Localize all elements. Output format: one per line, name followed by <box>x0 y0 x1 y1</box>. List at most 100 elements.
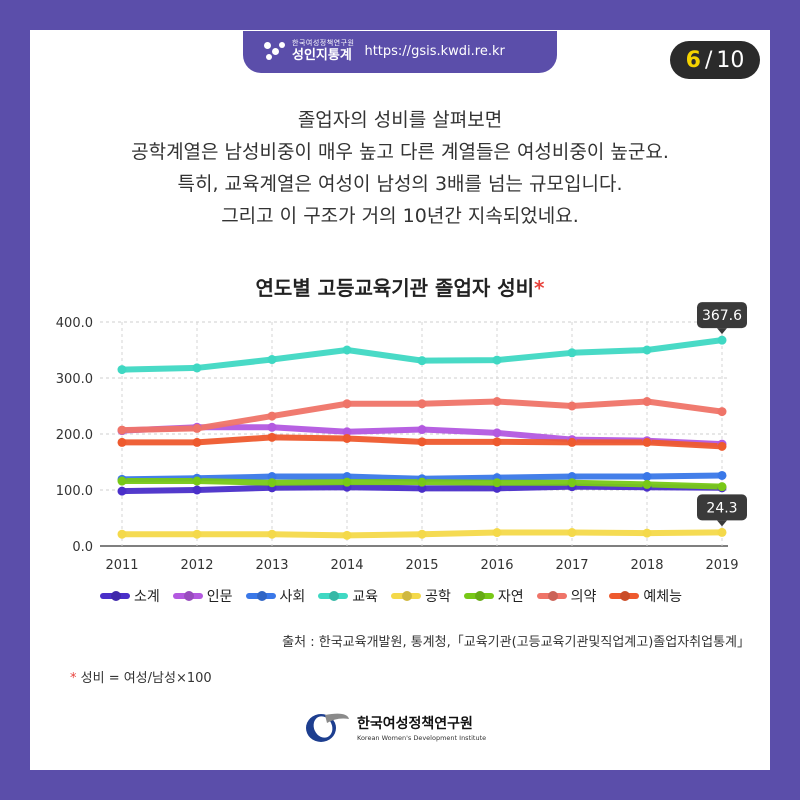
data-point <box>267 355 277 365</box>
data-point <box>492 437 502 447</box>
footnote-star: * <box>70 671 77 686</box>
data-point <box>417 477 427 487</box>
data-point <box>117 476 127 486</box>
data-point <box>117 437 127 447</box>
data-point <box>342 399 352 409</box>
page-current: 6 <box>685 47 701 73</box>
data-point <box>717 482 727 492</box>
legend-swatch <box>172 591 203 601</box>
data-point <box>342 433 352 443</box>
data-point <box>567 437 577 447</box>
legend-swatch <box>536 591 567 601</box>
y-tick-label: 100.0 <box>56 484 93 499</box>
data-point <box>492 355 502 365</box>
legend-label: 의약 <box>570 589 597 605</box>
legend-swatch <box>318 591 349 601</box>
logo-english: Korean Women's Development Institute <box>357 733 487 742</box>
x-tick-label: 2016 <box>480 558 513 573</box>
brand-url[interactable]: https://gsis.kwdi.re.kr <box>364 43 505 59</box>
x-tick-label: 2014 <box>330 558 363 573</box>
logo-korean: 한국여성정책연구원 <box>357 715 473 732</box>
data-point <box>717 470 727 480</box>
intro-line: 공학계열은 남성비중이 매우 높고 다른 계열들은 여성비중이 높군요. <box>131 141 669 163</box>
data-point <box>267 472 277 482</box>
legend-swatch <box>391 591 422 601</box>
data-point <box>417 356 427 366</box>
data-point <box>492 428 502 438</box>
data-label: 367.6 <box>702 308 742 324</box>
legend-item: 사회 <box>245 586 306 606</box>
data-point <box>492 397 502 407</box>
data-point <box>192 423 202 433</box>
data-point <box>417 425 427 435</box>
chart-title: 연도별 고등교육기관 졸업자 성비* <box>30 272 770 301</box>
intro-text: 졸업자의 성비를 살펴보면 공학계열은 남성비중이 매우 높고 다른 계열들은 … <box>30 104 770 232</box>
data-point <box>642 479 652 489</box>
kwdi-logo-icon <box>306 713 349 742</box>
legend-label: 자연 <box>497 589 524 605</box>
x-tick-label: 2011 <box>105 558 138 573</box>
kwdi-logo: 한국여성정책연구원 Korean Women's Development Ins… <box>303 709 486 745</box>
data-point <box>342 427 352 437</box>
x-tick-label: 2013 <box>255 558 288 573</box>
brand-title: 성인지통계 <box>292 48 352 63</box>
x-tick-label: 2015 <box>405 558 438 573</box>
data-point <box>567 478 577 488</box>
data-point <box>267 478 277 488</box>
annotation-box <box>697 494 747 521</box>
data-point <box>642 528 652 538</box>
intro-line: 특히, 교육계열은 여성이 남성의 3배를 넘는 규모입니다. <box>177 173 623 195</box>
legend-label: 공학 <box>425 589 451 605</box>
brand-dots-icon <box>264 40 286 62</box>
chart-title-star: * <box>534 276 545 300</box>
x-tick-label: 2017 <box>555 558 588 573</box>
data-point <box>192 363 202 373</box>
data-point <box>192 485 202 495</box>
legend-item: 공학 <box>391 586 451 606</box>
data-point <box>192 476 202 486</box>
data-point <box>717 335 727 345</box>
data-point <box>117 529 127 539</box>
data-point <box>267 529 277 539</box>
data-point <box>192 529 202 539</box>
data-point <box>567 348 577 358</box>
data-point <box>267 411 277 421</box>
data-point <box>342 477 352 487</box>
data-point <box>717 441 727 451</box>
footnote: * 성비 = 여성/남성×100 <box>70 667 212 686</box>
data-point <box>492 528 502 538</box>
annotation-pointer <box>717 328 727 335</box>
legend-swatch <box>100 591 130 601</box>
legend-swatch <box>245 591 276 601</box>
data-point <box>567 401 577 411</box>
legend-item: 소계 <box>100 586 160 606</box>
legend-swatch <box>463 591 494 601</box>
source-note: 출처 : 한국교육개발원, 통계청,「교육기관(고등교육기관및직업계고)졸업자취… <box>282 635 750 650</box>
intro-line: 졸업자의 성비를 살펴보면 <box>297 109 503 131</box>
data-point <box>717 407 727 417</box>
legend-label: 교육 <box>352 589 379 605</box>
legend-label: 소계 <box>134 589 160 605</box>
data-point <box>267 432 277 442</box>
x-tick-label: 2019 <box>705 558 738 573</box>
legend-label: 사회 <box>279 589 306 605</box>
data-point <box>642 397 652 407</box>
legend-item: 자연 <box>463 586 524 606</box>
data-point <box>642 345 652 355</box>
legend-item: 의약 <box>536 586 597 606</box>
data-point <box>717 527 727 537</box>
brand-header[interactable]: 한국여성정책연구원 성인지통계 https://gsis.kwdi.re.kr <box>264 36 505 66</box>
legend-item: 예체능 <box>609 586 682 606</box>
footnote-text: 성비 = 여성/남성×100 <box>80 671 212 686</box>
page-total: 10 <box>716 47 745 73</box>
data-point <box>417 399 427 409</box>
data-point <box>117 486 127 496</box>
legend-label: 인문 <box>206 589 233 605</box>
page-indicator: 6 / 10 <box>670 41 760 79</box>
annotation-pointer <box>717 520 727 527</box>
data-point <box>117 425 127 435</box>
data-point <box>642 472 652 482</box>
intro-line: 그리고 이 구조가 거의 10년간 지속되었네요. <box>221 205 579 227</box>
data-point <box>417 437 427 447</box>
